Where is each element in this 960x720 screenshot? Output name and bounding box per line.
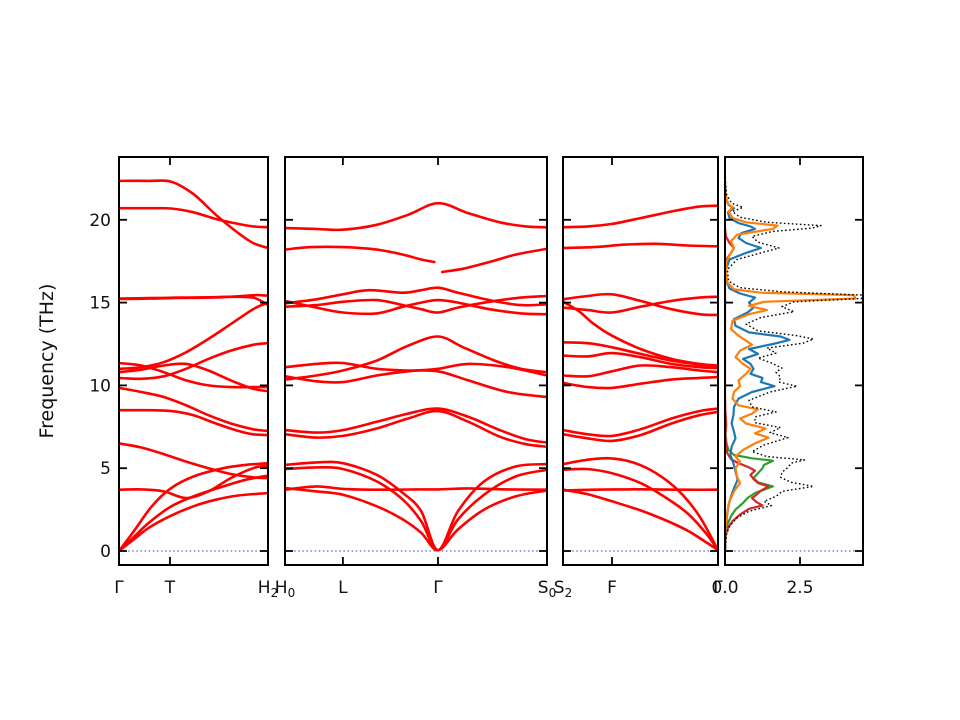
- band-segment-2-spines: [284, 156, 548, 566]
- phonon-band-line: [119, 442, 268, 480]
- pdos-red-curve: [725, 227, 770, 552]
- phonon-band-line: [563, 292, 718, 317]
- phonon-band-line: [285, 201, 547, 232]
- y-tick-label: 15: [89, 294, 111, 314]
- phonon-band-line: [119, 179, 268, 250]
- phonon-band-line: [119, 491, 268, 553]
- phonon-band-line: [285, 407, 547, 444]
- phonon-band-line: [119, 386, 268, 433]
- phonon-band-line: [285, 485, 547, 492]
- y-tick-labels: 0 5 10 15 20: [89, 211, 111, 562]
- phonon-band-line: [119, 341, 268, 381]
- y-tick-label: 0: [100, 542, 111, 562]
- dos-panel-content: [725, 170, 863, 552]
- x-tick-label: F: [607, 578, 617, 598]
- band-segment-3-spines: [562, 156, 719, 566]
- x-tick-label: Γ: [114, 578, 124, 598]
- y-tick-label: 20: [89, 211, 111, 231]
- x-tick-label: Γ: [433, 578, 443, 598]
- phonon-band-line: [119, 301, 268, 371]
- total-dos-curve: [725, 170, 863, 552]
- pdos-blue-curve: [725, 186, 791, 552]
- x-tick-label: H0​: [275, 578, 295, 600]
- x-tick-label: S0​: [538, 578, 556, 600]
- dos-panel-spines: [724, 156, 864, 566]
- x-tick-label: 2.5: [786, 578, 813, 598]
- phonon-band-line: [285, 409, 547, 448]
- band-segment-2-content: [285, 201, 547, 552]
- phonon-band-line: [285, 294, 547, 314]
- phonon-band-line: [563, 204, 718, 229]
- phonon-band-line: [119, 461, 268, 553]
- phonon-band-line: [563, 295, 718, 314]
- x-tick-label: T: [164, 578, 176, 598]
- phonon-band-line: [285, 486, 547, 552]
- band-segment-3-content: [563, 204, 718, 552]
- x-tick-label: 0.0: [711, 578, 738, 598]
- x-tick-label: S2​: [554, 578, 572, 600]
- phonon-band-line: [285, 361, 547, 399]
- phonon-band-line: [119, 293, 268, 301]
- phonon-band-line: [563, 410, 718, 443]
- phonon-band-line: [285, 335, 547, 381]
- x-tick-label: L: [338, 578, 348, 598]
- phonon-band-line: [119, 408, 268, 437]
- band-segment-1-spines: [118, 156, 269, 566]
- phonon-band-line: [119, 206, 268, 229]
- phonon-band-line: [285, 286, 547, 307]
- phonon-band-line: [563, 351, 718, 370]
- phonon-band-line: [563, 242, 718, 250]
- band-segment-1-content: [119, 179, 268, 553]
- pdos-orange-curve: [725, 181, 857, 552]
- phonon-band-line: [119, 464, 268, 500]
- phonon-band-line: [285, 460, 547, 552]
- x-tick-label: H2​: [258, 578, 278, 600]
- phonon-band-line: [563, 375, 718, 390]
- phonon-band-line: [285, 245, 436, 264]
- phonon-band-line: [563, 488, 718, 552]
- band-segment-3: S2​ F Γ: [554, 156, 723, 600]
- dos-panel: 0.0 2.5: [711, 156, 864, 598]
- phonon-band-line: [119, 474, 268, 553]
- phonon-band-line: [563, 407, 718, 438]
- phonon-band-line: [563, 364, 718, 378]
- y-tick-label: 10: [89, 376, 111, 396]
- phonon-band-line: [285, 465, 547, 552]
- x-tick-label: Γ: [713, 578, 723, 598]
- phonon-band-line: [285, 298, 547, 316]
- phonon-band-line: [563, 300, 718, 367]
- band-segment-1: Γ T H2​: [114, 156, 278, 600]
- phonon-band-line: [563, 456, 718, 552]
- band-segment-2: H0​ L Γ S0​: [275, 156, 556, 600]
- phonon-band-line: [563, 488, 718, 492]
- y-tick-label: 5: [100, 459, 111, 479]
- phonon-band-line: [440, 247, 547, 274]
